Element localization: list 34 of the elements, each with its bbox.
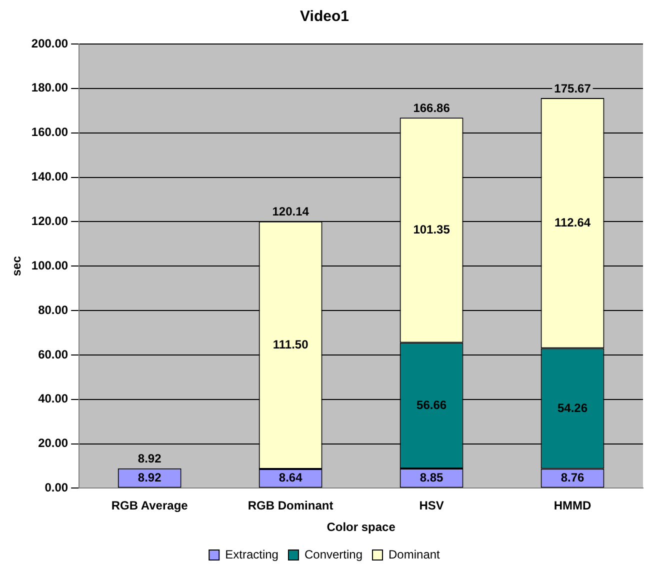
x-tick-label: RGB Average <box>111 498 188 513</box>
y-tick-label: 0.00 <box>44 480 68 495</box>
y-tick-label: 80.00 <box>38 302 68 317</box>
y-axis-title: sec <box>10 256 24 276</box>
y-tick-label: 160.00 <box>31 125 68 140</box>
legend-label: Dominant <box>388 547 441 562</box>
x-tick-label: HMMD <box>554 498 592 513</box>
y-tick-label: 40.00 <box>38 392 68 406</box>
data-label: 56.66 <box>416 398 447 412</box>
y-tick-label: 60.00 <box>38 347 68 362</box>
data-label: 111.50 <box>272 338 309 352</box>
y-tick-label: 200.00 <box>31 36 68 50</box>
y-tick-label: 20.00 <box>38 436 68 450</box>
total-label: 8.92 <box>138 452 162 466</box>
y-tick-label: 120.00 <box>31 214 68 228</box>
data-label: 8.85 <box>420 470 444 484</box>
x-tick-label: HSV <box>419 498 444 513</box>
data-label: 112.64 <box>554 215 591 230</box>
y-tick-label: 180.00 <box>31 80 68 95</box>
total-label: 120.14 <box>272 204 310 219</box>
legend-label: Converting <box>304 547 363 562</box>
y-tick-label: 140.00 <box>31 170 68 184</box>
data-label: 8.64 <box>278 470 303 485</box>
y-tick-label: 100.00 <box>31 258 68 272</box>
data-label: 8.92 <box>138 470 162 484</box>
data-label: 54.26 <box>557 400 588 415</box>
total-label: 175.67 <box>554 81 592 96</box>
chart-title: Video1 <box>300 8 349 26</box>
x-tick-label: RGB Dominant <box>248 498 334 513</box>
x-axis-title: Color space <box>326 520 396 534</box>
data-label: 8.76 <box>560 470 585 485</box>
legend-label: Extracting <box>225 547 278 562</box>
total-label: 166.86 <box>413 100 450 115</box>
data-label: 101.35 <box>413 222 450 236</box>
